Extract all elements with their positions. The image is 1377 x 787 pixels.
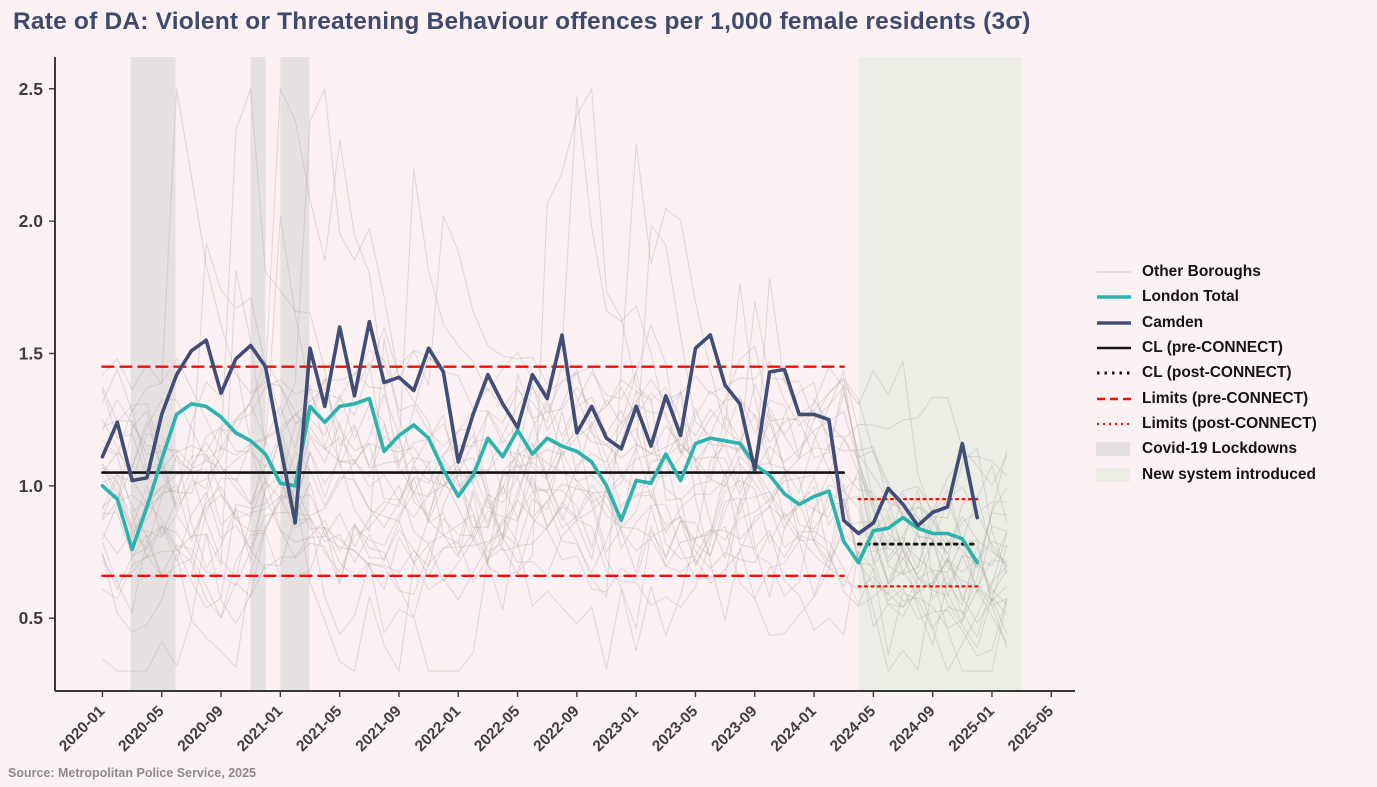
lockdown-band [250, 57, 266, 691]
legend-swatch-line [1097, 320, 1131, 325]
other-borough-line [101, 378, 1008, 672]
legend-swatch-dashed [1097, 397, 1131, 400]
other-borough-line [101, 423, 1008, 602]
other-borough-line [101, 443, 1008, 635]
other-borough-line [101, 142, 1008, 644]
x-tick-label: 2024-01 [768, 703, 821, 756]
other-borough-line [101, 494, 1008, 608]
legend-label: Other Boroughs [1142, 263, 1261, 281]
chart-title: Rate of DA: Violent or Threatening Behav… [13, 8, 1031, 35]
other-borough-line [101, 438, 1008, 618]
x-tick-label: 2024-05 [827, 703, 880, 756]
other-borough-line [101, 483, 1008, 618]
x-tick-label: 2023-09 [708, 703, 761, 756]
chart-legend: Other Boroughs London Total Camden CL (pre-… [1096, 261, 1374, 486]
london-total-line [100, 396, 980, 565]
legend-item: CL (pre-CONNECT) [1096, 337, 1374, 359]
other-borough-line [101, 450, 1008, 638]
legend-item: London Total [1096, 286, 1374, 308]
legend-item: Camden [1096, 312, 1374, 334]
legend-label: Covid-19 Lockdowns [1142, 440, 1298, 458]
y-tick-label: 1.5 [19, 343, 44, 363]
y-tick-label: 1.0 [19, 476, 44, 496]
other-borough-line [101, 427, 1008, 608]
other-borough-line [101, 439, 1008, 646]
y-tick-label: 0.5 [19, 608, 44, 628]
legend-swatch-box [1096, 467, 1130, 482]
legend-item: Limits (post-CONNECT) [1096, 413, 1374, 435]
legend-swatch-line [1097, 271, 1131, 273]
other-borough-line [101, 371, 1008, 569]
legend-swatch-box [1096, 442, 1130, 457]
legend-swatch-line [1097, 295, 1131, 300]
other-borough-line [101, 88, 1008, 568]
legend-item: CL (post-CONNECT) [1096, 362, 1374, 384]
x-tick-label: 2022-01 [412, 703, 465, 756]
legend-label: New system introduced [1142, 465, 1316, 483]
x-tick-label: 2020-09 [175, 703, 228, 756]
x-tick-label: 2023-01 [590, 703, 643, 756]
other-borough-line [101, 88, 1008, 574]
x-tick-label: 2020-05 [115, 703, 168, 756]
legend-item: Covid-19 Lockdowns [1096, 438, 1374, 460]
other-borough-line [101, 462, 1008, 649]
other-borough-line [101, 393, 1008, 648]
legend-item: Limits (pre-CONNECT) [1096, 387, 1374, 409]
x-tick-label: 2020-01 [56, 703, 109, 756]
legend-swatch-dotted [1097, 371, 1131, 375]
legend-label: London Total [1142, 288, 1239, 306]
x-tick-label: 2023-05 [649, 703, 702, 756]
legend-label: Limits (post-CONNECT) [1142, 414, 1317, 432]
legend-label: Camden [1142, 313, 1204, 331]
legend-swatch-dotted-fine [1097, 422, 1131, 426]
other-borough-line [101, 399, 1008, 597]
y-tick-label: 2.0 [19, 211, 44, 231]
x-tick-label: 2021-01 [234, 703, 287, 756]
other-borough-line [101, 88, 1008, 636]
legend-label: CL (post-CONNECT) [1142, 364, 1292, 382]
legend-item: New system introduced [1096, 463, 1374, 485]
source-note: Source: Metropolitan Police Service, 202… [8, 766, 257, 780]
other-borough-line [101, 277, 1008, 616]
x-tick-label: 2025-05 [1005, 703, 1058, 756]
other-borough-line [101, 378, 1008, 672]
x-tick-label: 2022-05 [471, 703, 524, 756]
lockdown-band [280, 57, 310, 691]
other-borough-line [101, 386, 1008, 602]
x-tick-label: 2021-05 [293, 703, 346, 756]
other-borough-line [101, 349, 1008, 486]
x-tick-label: 2025-01 [946, 703, 999, 756]
x-tick-label: 2024-09 [886, 703, 939, 756]
other-borough-line [101, 464, 1008, 657]
camden-line [100, 319, 980, 536]
lockdown-band [130, 57, 176, 691]
legend-label: Limits (pre-CONNECT) [1142, 389, 1309, 407]
other-borough-line [101, 349, 1008, 513]
x-tick-label: 2021-09 [353, 703, 406, 756]
legend-swatch-line [1097, 346, 1131, 350]
x-tick-label: 2022-09 [530, 703, 583, 756]
y-tick-label: 2.5 [19, 79, 44, 99]
legend-label: CL (pre-CONNECT) [1142, 339, 1283, 357]
legend-item: Other Boroughs [1096, 261, 1374, 283]
